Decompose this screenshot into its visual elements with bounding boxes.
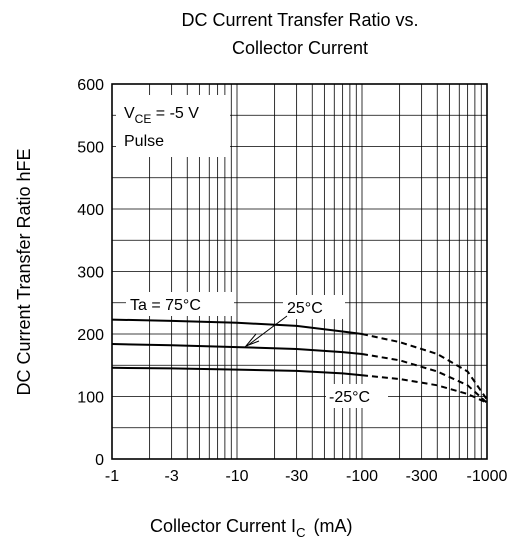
y-axis-label: DC Current Transfer Ratio hFE xyxy=(14,148,34,395)
series-line-dashed-0 xyxy=(361,333,488,401)
chart-title-line1: DC Current Transfer Ratio vs. xyxy=(181,10,418,30)
label-m25-bg xyxy=(326,384,388,408)
x-axis-label-sub: C xyxy=(296,525,305,540)
x-axis-label-main: Collector Current I xyxy=(150,516,296,536)
conditions-box-bg xyxy=(116,95,230,157)
x-axis-label: Collector Current IC (mA) xyxy=(150,516,352,540)
x-tick-label: -100 xyxy=(346,468,378,485)
x-tick-label: -3 xyxy=(165,468,179,485)
series-line-dashed-2 xyxy=(361,374,488,404)
series-line-dashed-1 xyxy=(361,353,488,404)
label-25-arrowhead xyxy=(244,333,260,348)
y-tick-label: 600 xyxy=(77,77,104,94)
label-ta75-bg xyxy=(126,292,234,316)
y-tick-label: 300 xyxy=(77,265,104,282)
y-tick-label: 500 xyxy=(77,140,104,157)
x-tick-label: -30 xyxy=(285,468,308,485)
vce-main: V xyxy=(124,105,135,122)
vce-sub: CE xyxy=(135,112,152,126)
vce-value: = -5 V xyxy=(151,105,199,122)
chart-title-line2: Collector Current xyxy=(232,38,368,58)
series-line-solid-1 xyxy=(111,343,363,355)
tick-labels: -1 -3 -10 -30 -100 -300 -1000 0 100 200 300 400 500 6… xyxy=(77,77,507,485)
x-tick-label: -1 xyxy=(105,468,119,485)
label-25-leader xyxy=(246,315,288,347)
pulse-condition: Pulse xyxy=(124,133,164,150)
label-25-bg xyxy=(283,295,345,319)
plot-frame xyxy=(111,83,488,460)
x-tick-label: -1000 xyxy=(467,468,508,485)
x-tick-label: -10 xyxy=(225,468,248,485)
y-tick-label: 200 xyxy=(77,327,104,344)
label-25: 25°C xyxy=(287,300,323,317)
label-m25: -25°C xyxy=(329,389,370,406)
x-axis-label-unit: (mA) xyxy=(313,516,352,536)
series-line-solid-2 xyxy=(111,366,363,377)
label-ta75: Ta = 75°C xyxy=(130,297,201,314)
curves xyxy=(111,318,488,404)
vce-condition: VCE = -5 V xyxy=(124,105,199,126)
series-line-solid-0 xyxy=(111,318,363,335)
y-tick-label: 100 xyxy=(77,390,104,407)
x-tick-label: -300 xyxy=(406,468,438,485)
y-tick-label: 0 xyxy=(95,452,104,469)
y-tick-label: 400 xyxy=(77,202,104,219)
